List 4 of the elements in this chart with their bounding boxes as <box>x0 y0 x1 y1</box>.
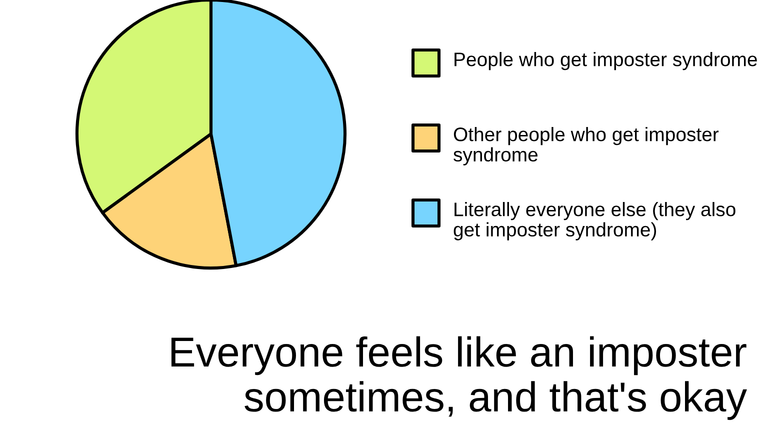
legend-label: People who get imposter syndrome <box>454 52 757 70</box>
legend-label: Other people who get imposter syndrome <box>454 127 719 166</box>
text: Everyone feels like an imposter sometimes, and that's okay <box>171 336 747 420</box>
legend-label: Literally everyone else (they also get imposter syndrome) <box>454 202 736 240</box>
